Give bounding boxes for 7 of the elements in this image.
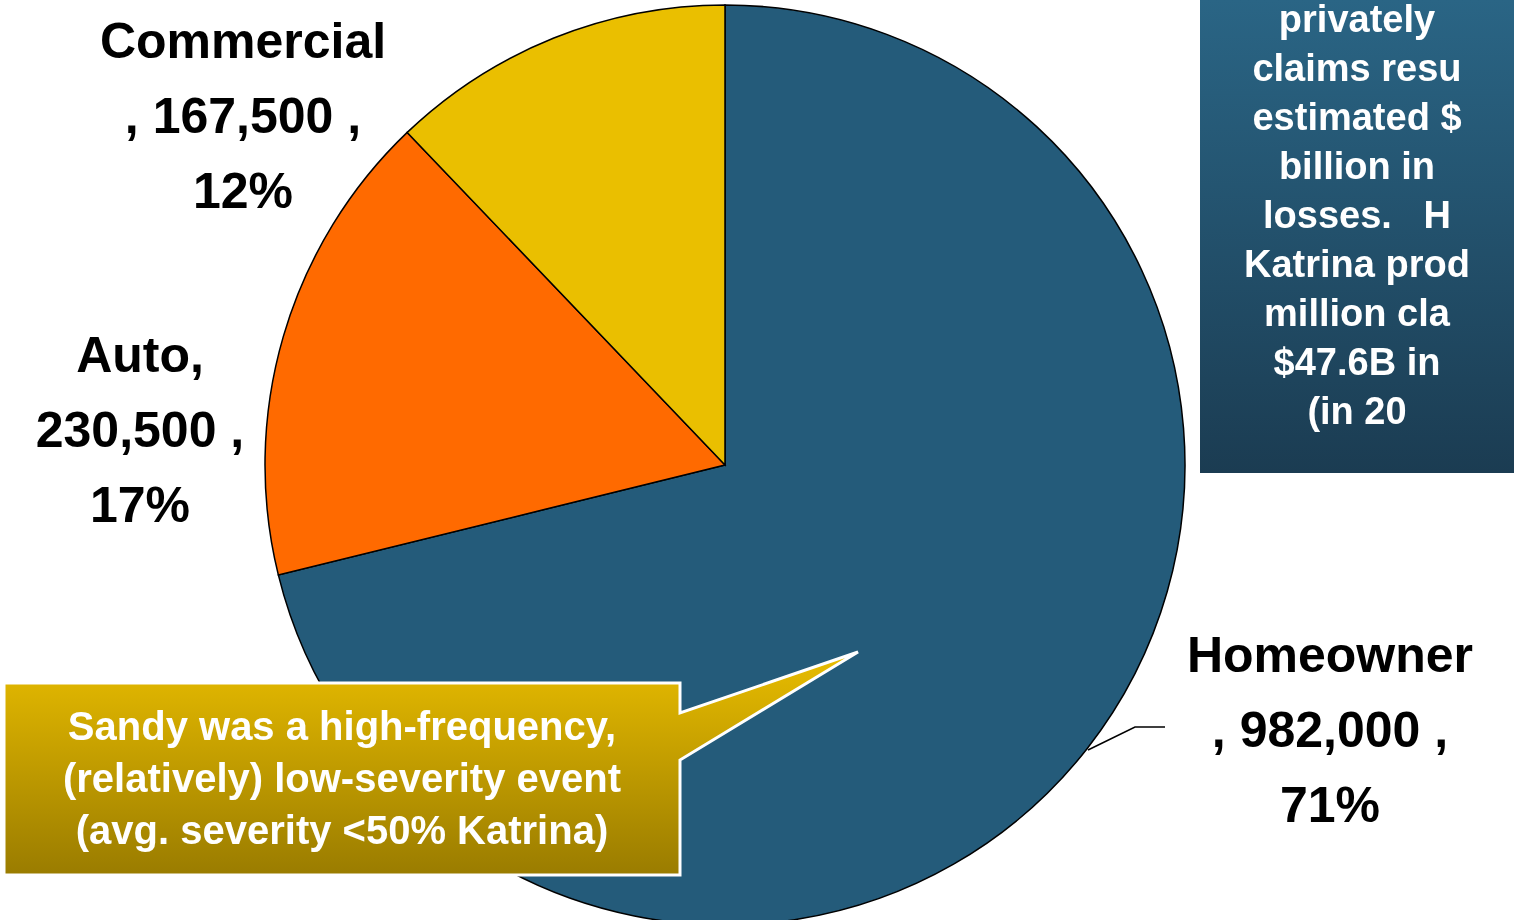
slice-label: Homeowner (1186, 627, 1474, 683)
slice-label: Commercial (99, 13, 387, 69)
data-label: , 167,500 , 12% (124, 88, 362, 219)
text: privately claims resu estimated $ billion in losses. H Katrina prod million cla $47.6B in (in 20 (1244, 0, 1470, 432)
text: Sandy was a high-frequency, (relatively) low-severity event (avg. severity <50% Katrina) (62, 704, 622, 852)
slice-label: Auto, 230,500 , 17% (35, 327, 245, 533)
data-label: , 982,000 , 71% (1211, 702, 1449, 833)
